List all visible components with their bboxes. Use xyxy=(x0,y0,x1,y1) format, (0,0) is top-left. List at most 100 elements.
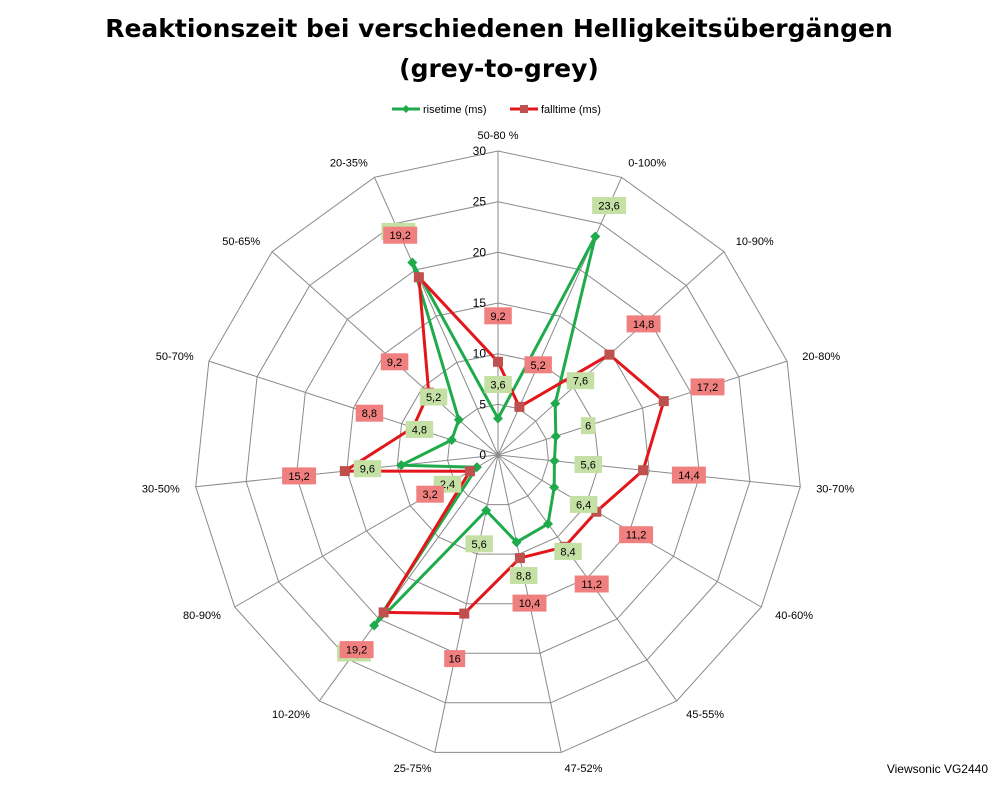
risetime-label-box xyxy=(569,495,598,513)
risetime-data-label: 8,8 xyxy=(516,571,531,583)
risetime-point xyxy=(481,505,492,516)
falltime-data-label: 19,2 xyxy=(389,230,410,242)
category-label: 0-100% xyxy=(628,158,666,170)
risetime-label-box xyxy=(592,197,627,214)
falltime-label-box xyxy=(444,650,466,668)
falltime-label-box xyxy=(671,466,706,484)
risetime-label-box xyxy=(405,421,434,438)
falltime-data-label: 11,2 xyxy=(581,579,602,591)
risetime-label-box xyxy=(484,376,512,393)
falltime-label-box xyxy=(416,485,444,503)
chart-title: Reaktionszeit bei verschiedenen Helligke… xyxy=(105,14,893,43)
risetime-label-box xyxy=(574,456,602,473)
risetime-label-box xyxy=(554,542,582,560)
grid-spoke xyxy=(434,454,499,753)
risetime-point xyxy=(550,431,561,442)
falltime-label-box xyxy=(574,575,609,593)
falltime-label-box xyxy=(380,353,409,371)
falltime-label-box xyxy=(524,356,552,374)
falltime-data-label: 14,4 xyxy=(678,470,699,482)
risetime-point xyxy=(446,434,457,445)
chart-subtitle: (grey-to-grey) xyxy=(399,54,599,83)
falltime-point xyxy=(493,356,503,367)
falltime-point xyxy=(638,465,649,476)
risetime-point xyxy=(543,518,554,529)
axis-tick-label: 5 xyxy=(479,397,486,411)
grid-spoke xyxy=(318,454,499,702)
data-series xyxy=(339,231,669,631)
grid-spoke xyxy=(497,177,623,456)
legend-marker-falltime xyxy=(520,105,528,113)
risetime-point xyxy=(511,537,522,548)
category-label: 50-65% xyxy=(222,236,260,248)
falltime-label-box xyxy=(339,641,374,659)
risetime-point xyxy=(396,460,407,471)
axis-tick-label: 10 xyxy=(473,347,487,361)
legend-label-risetime: risetime (ms) xyxy=(423,104,487,116)
falltime-data-label: 11,2 xyxy=(626,530,647,542)
falltime-data-label: 9,2 xyxy=(490,311,505,323)
risetime-label-box xyxy=(419,388,448,406)
falltime-data-label: 15,2 xyxy=(288,471,309,483)
falltime-point xyxy=(413,272,424,283)
series-line-falltime xyxy=(343,275,666,616)
falltime-point xyxy=(514,401,525,412)
category-label: 80-90% xyxy=(183,610,221,622)
series-line-risetime xyxy=(372,235,597,627)
risetime-point xyxy=(493,413,503,424)
falltime-label-box xyxy=(512,594,547,612)
risetime-point xyxy=(369,620,380,631)
grid-spoke xyxy=(497,454,801,488)
risetime-point xyxy=(453,414,464,425)
risetime-data-label: 5,6 xyxy=(471,539,486,551)
falltime-point xyxy=(464,466,475,477)
category-label: 50-70% xyxy=(156,351,194,363)
risetime-point xyxy=(549,482,560,493)
falltime-label-box xyxy=(383,226,418,244)
category-label: 30-70% xyxy=(816,483,854,495)
risetime-label-box xyxy=(566,372,595,390)
risetime-data-label: 7,6 xyxy=(573,376,588,388)
falltime-data-label: 8,8 xyxy=(362,408,377,420)
category-label: 30-50% xyxy=(142,483,180,495)
falltime-point xyxy=(514,553,525,564)
category-label: 47-52% xyxy=(565,763,603,775)
risetime-point xyxy=(550,398,561,409)
axis-tick-label: 0 xyxy=(479,448,486,462)
grid-spoke xyxy=(373,177,499,456)
category-label: 20-35% xyxy=(330,158,368,170)
falltime-point xyxy=(459,608,470,619)
risetime-data-label: 8,4 xyxy=(560,546,575,558)
falltime-data-label: 14,8 xyxy=(633,319,654,331)
falltime-data-label: 10,4 xyxy=(519,598,540,610)
falltime-data-label: 9,2 xyxy=(387,357,402,369)
category-label: 40-60% xyxy=(775,610,813,622)
grid-ring-25 xyxy=(245,201,751,704)
data-labels: 3,623,67,665,66,48,48,85,620,82,49,64,85… xyxy=(282,197,725,668)
grid-ring-20 xyxy=(295,251,701,654)
grid-ring-30 xyxy=(195,150,801,753)
axis-tick-label: 30 xyxy=(473,144,487,158)
falltime-data-label: 5,2 xyxy=(530,360,545,372)
risetime-data-label: 6,4 xyxy=(576,499,591,511)
falltime-point xyxy=(604,349,615,360)
legend-label-falltime: falltime (ms) xyxy=(541,104,601,116)
axis-tick-label: 20 xyxy=(473,245,487,259)
grid-spoke xyxy=(497,360,788,456)
falltime-data-label: 19,2 xyxy=(346,645,367,657)
risetime-point xyxy=(590,231,601,242)
legend: risetime (ms) falltime (ms) xyxy=(392,104,601,116)
category-label: 20-80% xyxy=(802,351,840,363)
falltime-data-label: 17,2 xyxy=(697,382,718,394)
risetime-data-label: 9,6 xyxy=(360,464,375,476)
falltime-point xyxy=(378,607,389,618)
risetime-data-label: 5,2 xyxy=(426,392,441,404)
risetime-point xyxy=(549,455,560,466)
falltime-label-box xyxy=(355,404,384,422)
axis-tick-label: 25 xyxy=(473,195,487,209)
falltime-label-box xyxy=(690,378,725,396)
falltime-label-box xyxy=(626,315,661,333)
risetime-point xyxy=(407,257,418,268)
grid-ring-10 xyxy=(396,353,600,555)
radial-axis-ticks: 0 5 10 15 20 25 30 xyxy=(473,144,487,462)
